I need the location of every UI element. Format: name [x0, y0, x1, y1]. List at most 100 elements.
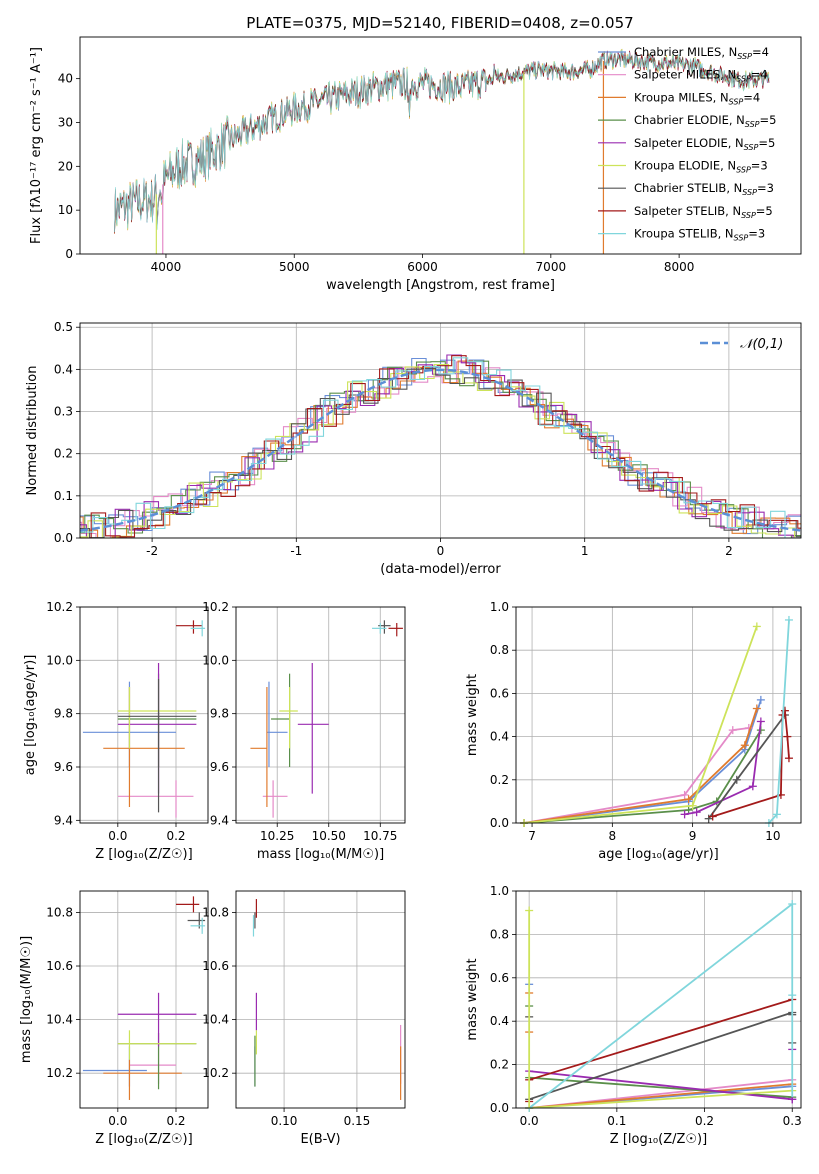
x-tick-label: 7000: [536, 260, 567, 274]
y-tick-label: 0.0: [490, 816, 509, 830]
weight-line: [524, 730, 761, 823]
x-tick-label: 10.25: [260, 829, 294, 843]
y-tick-label: 10.4: [202, 1013, 229, 1027]
x-tick-label: -1: [290, 544, 302, 558]
y-tick-label: 10.0: [202, 653, 229, 667]
x-tick-label: 1: [581, 544, 589, 558]
y-tick-label: 1.0: [490, 884, 509, 898]
y-tick-label: 0.5: [54, 320, 73, 334]
y-tick-label: 40: [58, 72, 73, 86]
x-axis-label: Z [log₁₀(Z/Z☉)]: [95, 847, 192, 862]
y-tick-label: 0.8: [490, 927, 509, 941]
x-tick-label: 8: [609, 829, 617, 843]
y-tick-label: 0.2: [54, 447, 73, 461]
x-axis-label: E(B-V): [300, 1132, 340, 1147]
y-axis-label: age [log₁₀(age/yr)]: [23, 655, 38, 776]
axes-frame: [80, 607, 208, 823]
x-tick-label: 7: [528, 829, 536, 843]
x-tick-label: 9: [689, 829, 697, 843]
x-tick-label: 0.2: [166, 829, 185, 843]
x-tick-label: 0.15: [344, 1114, 371, 1128]
y-tick-label: 9.6: [210, 760, 229, 774]
axes-frame: [516, 607, 801, 823]
y-tick-label: 10: [58, 203, 73, 217]
y-tick-label: 10.2: [202, 600, 229, 614]
y-tick-label: 9.6: [54, 760, 73, 774]
y-tick-label: 0.8: [490, 643, 509, 657]
weight-line: [529, 1013, 792, 1100]
x-axis-label: wavelength [Angstrom, rest frame]: [326, 278, 555, 293]
y-tick-label: 0.0: [54, 531, 73, 545]
x-tick-label: 10.75: [363, 829, 397, 843]
x-tick-label: 6000: [407, 260, 438, 274]
legend-entry: Salpeter MILES, NSSP=4: [634, 68, 768, 84]
y-tick-label: 10.2: [202, 1066, 229, 1080]
y-tick-label: 10.4: [46, 1013, 73, 1027]
y-tick-label: 0: [65, 247, 73, 261]
x-tick-label: 0.2: [166, 1114, 185, 1128]
legend-entry: Salpeter ELODIE, NSSP=5: [634, 136, 775, 152]
y-tick-label: 10.6: [46, 959, 73, 973]
y-tick-label: 10.2: [46, 1066, 73, 1080]
plot-area-age-vs-Z: [83, 620, 205, 817]
y-tick-label: 9.8: [210, 707, 229, 721]
y-tick-label: 10.0: [46, 653, 73, 667]
legend-entry: 𝒩(0,1): [740, 337, 783, 352]
y-tick-label: 10.2: [46, 600, 73, 614]
x-tick-label: 5000: [279, 260, 310, 274]
y-tick-label: 0.6: [490, 686, 509, 700]
legend-entry: Kroupa ELODIE, NSSP=3: [634, 159, 768, 175]
legend: Chabrier MILES, NSSP=4 Salpeter MILES, NS…: [598, 45, 776, 243]
y-tick-label: 9.4: [210, 813, 229, 827]
y-tick-label: 0.4: [490, 730, 509, 744]
y-tick-label: 20: [58, 159, 73, 173]
y-tick-label: 0.4: [54, 362, 73, 376]
weight-line: [524, 700, 761, 823]
x-tick-label: -2: [146, 544, 158, 558]
x-tick-label: 2: [725, 544, 733, 558]
y-tick-label: 0.0: [490, 1101, 509, 1115]
y-axis-label: mass weight: [465, 674, 480, 756]
x-tick-label: 0.0: [108, 829, 127, 843]
legend-entry: Chabrier ELODIE, NSSP=5: [634, 113, 776, 129]
x-tick-label: 8000: [664, 260, 695, 274]
x-axis-label: age [log₁₀(age/yr)]: [598, 847, 719, 862]
plot-area-spectrum: Chabrier MILES, NSSP=4 Salpeter MILES, NS…: [115, 45, 777, 254]
legend-entry: Salpeter STELIB, NSSP=5: [634, 204, 773, 220]
figure-title: PLATE=0375, MJD=52140, FIBERID=0408, z=0…: [246, 14, 633, 32]
x-tick-label: 0.0: [108, 1114, 127, 1128]
axes-frame: [80, 891, 208, 1108]
y-tick-label: 10.8: [46, 905, 73, 919]
y-tick-label: 0.6: [490, 971, 509, 985]
x-tick-label: 0.2: [695, 1114, 714, 1128]
legend-entry: Kroupa STELIB, NSSP=3: [634, 227, 765, 243]
y-tick-label: 0.2: [490, 773, 509, 787]
x-tick-label: 0.1: [607, 1114, 626, 1128]
plot-area-weight-vs-age: [520, 616, 793, 827]
plot-area-mass-vs-ebv: [253, 899, 400, 1100]
legend-entry: Chabrier MILES, NSSP=4: [634, 45, 769, 61]
y-tick-label: 0.2: [490, 1058, 509, 1072]
legend-entry: Chabrier STELIB, NSSP=3: [634, 181, 774, 197]
plot-area-weight-vs-Z: [525, 900, 796, 1112]
y-tick-label: 10.8: [202, 905, 229, 919]
x-axis-label: mass [log₁₀(M/M☉)]: [257, 847, 384, 862]
y-tick-label: 9.4: [54, 813, 73, 827]
legend-entry: Kroupa MILES, NSSP=4: [634, 90, 760, 106]
x-tick-label: 0.0: [520, 1114, 539, 1128]
y-tick-label: 0.4: [490, 1014, 509, 1028]
y-axis-label: Flux [fλ10⁻¹⁷ erg cm⁻² s⁻¹ A⁻¹]: [29, 47, 44, 244]
axes-frame: [236, 607, 405, 823]
x-axis-label: Z [log₁₀(Z/Z☉)]: [610, 1132, 707, 1147]
x-axis-label: (data-model)/error: [380, 562, 501, 577]
y-tick-label: 9.8: [54, 707, 73, 721]
y-tick-label: 0.3: [54, 405, 73, 419]
